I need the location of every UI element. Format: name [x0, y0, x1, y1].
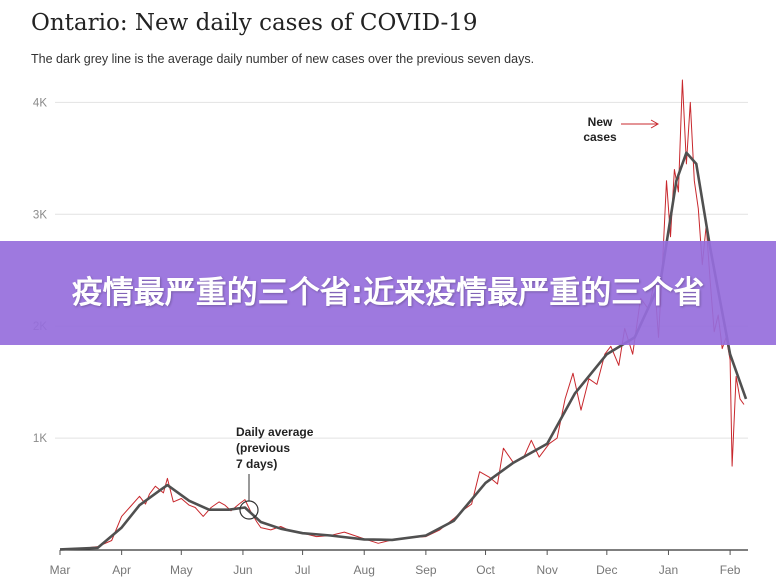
x-tick-label: Feb — [720, 563, 741, 577]
y-tick-label: 1K — [33, 433, 47, 445]
x-tick-label: Oct — [476, 563, 495, 577]
chart-subtitle: The dark grey line is the average daily … — [31, 52, 535, 66]
x-tick-label: Apr — [112, 563, 131, 577]
annotation-circle — [239, 500, 259, 520]
annotation-new-cases: New cases — [583, 115, 617, 144]
overlay-banner: 疫情最严重的三个省:近来疫情最严重的三个省 — [0, 241, 776, 345]
x-tick-label: Nov — [536, 563, 557, 577]
x-tick-label: Jun — [233, 563, 252, 577]
x-tick-label: May — [170, 563, 193, 577]
arrow-head — [650, 119, 660, 129]
x-tick-label: Aug — [354, 563, 375, 577]
x-tick-label: Dec — [596, 563, 617, 577]
x-tick-label: Mar — [50, 563, 71, 577]
x-tick-label: Jan — [659, 563, 678, 577]
chart-annotations: New cases Daily average (previous 7 days) — [236, 115, 660, 520]
chart-title: Ontario: New daily cases of COVID-19 — [31, 10, 478, 36]
y-tick-label: 3K — [33, 209, 47, 221]
x-tick-label: Jul — [295, 563, 310, 577]
banner-text: 疫情最严重的三个省:近来疫情最严重的三个省 — [71, 275, 705, 311]
chart-series — [59, 79, 748, 551]
daily-cases-line — [59, 79, 745, 550]
x-tick-label: Sep — [415, 563, 437, 577]
x-axis: Mar Apr May Jun Jul Aug Sep Oct Nov Dec Jan Feb — [50, 550, 741, 577]
y-tick-label: 4K — [33, 97, 47, 109]
annotation-daily-average: Daily average (previous 7 days) — [236, 425, 314, 471]
average-line — [59, 151, 748, 551]
